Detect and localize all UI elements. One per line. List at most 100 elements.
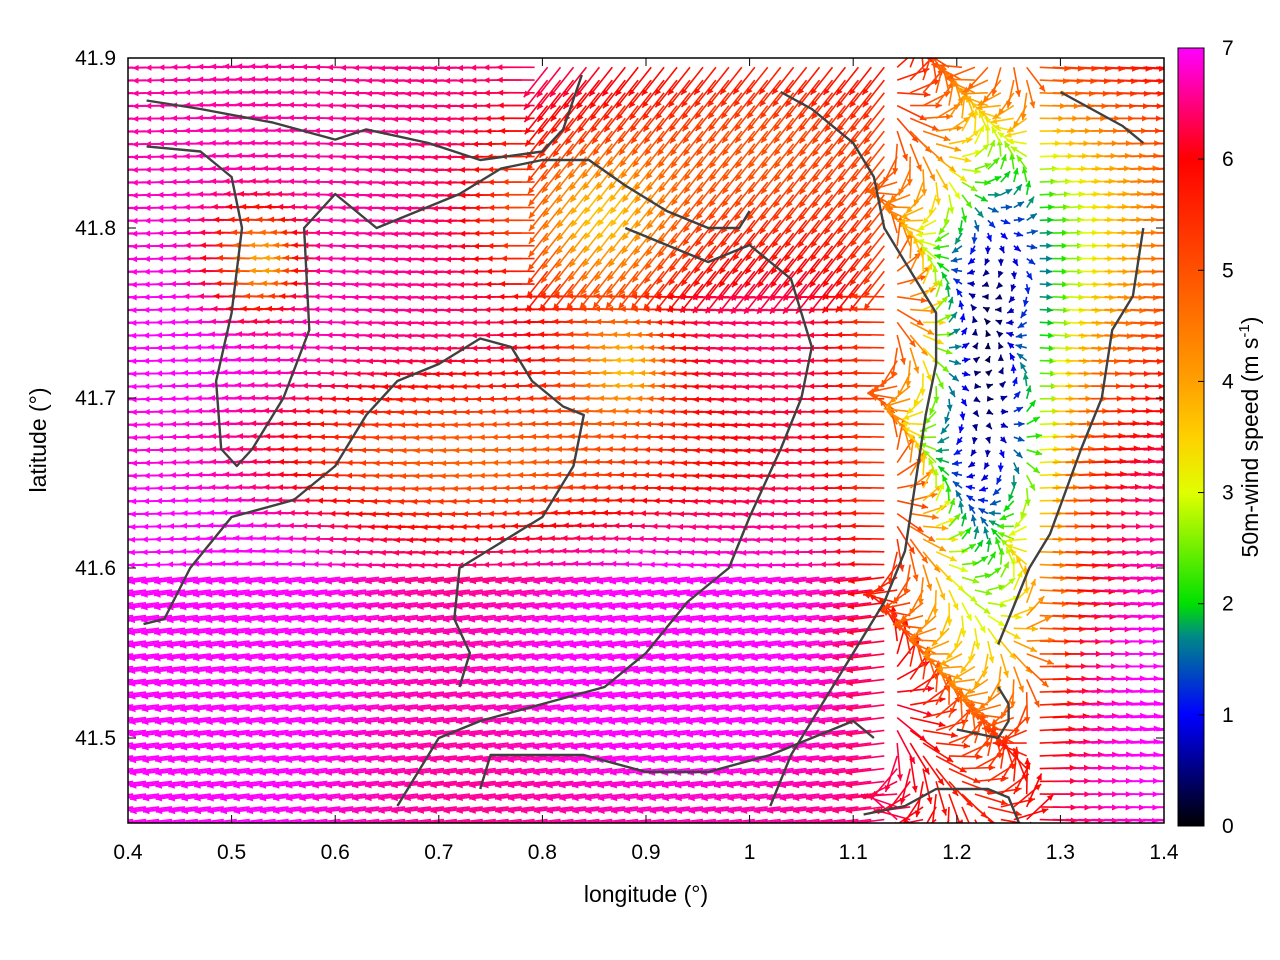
wind-arrow [298,640,341,649]
wind-arrow [271,576,315,585]
wind-arrow [142,767,186,776]
wind-arrow [128,576,147,581]
wind-arrow [192,653,237,662]
wind-arrow [128,742,160,748]
wind-arrow [179,614,224,624]
wind-arrow [193,716,237,726]
wind-arrow [231,627,276,636]
wind-arrow [128,640,147,645]
wind-arrow [129,767,173,776]
y-tick-label: 41.5 [75,727,116,750]
wind-arrow [299,780,341,789]
wind-arrow [128,589,147,594]
wind-arrow [142,793,186,802]
wind-arrow [285,589,328,598]
wind-arrow [153,589,198,598]
wind-arrow [128,704,134,707]
wind-arrow [205,691,250,700]
wind-arrow [205,653,250,662]
wind-arrow [128,716,147,721]
wind-arrow [206,767,250,776]
wind-arrow [244,614,289,624]
wind-arrow [207,806,250,815]
wind-arrow [180,755,224,764]
wind-arrow [193,755,237,764]
wind-arrow [246,793,289,802]
x-tick-label: 0.8 [528,841,557,864]
wind-arrow [128,474,134,477]
wind-arrow [311,653,354,662]
wind-arrow [324,665,367,674]
wind-arrow [166,627,211,636]
wind-arrow [298,602,341,611]
wind-arrow [205,576,250,585]
wind-arrow [220,780,263,789]
wind-arrow [168,780,211,789]
wind-arrow [298,589,341,598]
wind-arrow [153,627,198,636]
wind-arrow [233,767,276,776]
y-tick-label: 41.6 [75,557,116,580]
wind-arrow [325,576,367,585]
wind-arrow [128,678,160,684]
wind-arrow [272,806,315,815]
wind-arrow [286,806,328,815]
wind-arrow [271,602,315,611]
wind-arrow [179,589,224,598]
wind-arrow [245,589,289,598]
wind-arrow [258,640,302,649]
colorbar-label: 50m-wind speed (m s-1) [1236,317,1263,558]
wind-arrow [219,691,263,700]
wind-arrow [298,653,341,662]
wind-arrow [154,665,198,675]
wind-arrow [259,767,302,776]
wind-arrow [258,653,302,662]
wind-arrow [246,767,289,776]
wind-arrow [128,614,147,619]
wind-arrow [166,665,211,675]
wind-arrow [128,691,134,694]
wind-arrow [128,321,134,324]
wind-arrow [205,627,250,636]
wind-arrow [258,678,302,687]
wind-arrow [298,665,341,674]
wind-arrow [181,806,224,815]
wind-arrow [181,793,224,802]
wind-arrow [311,614,354,623]
wind-arrow [166,576,211,585]
wind-arrow [284,653,328,662]
wind-arrow [232,704,276,713]
wind-arrow [311,729,354,738]
wind-arrow [128,130,134,133]
colorbar-tick-label: 3 [1222,482,1234,505]
wind-arrow [205,640,250,649]
wind-arrow [298,704,341,713]
wind-arrow [325,806,367,814]
wind-arrow [128,716,160,723]
wind-arrow [128,627,173,636]
wind-arrow [128,691,173,700]
wind-arrow [258,729,302,738]
wind-arrow [232,742,276,751]
wind-arrow [128,449,134,451]
wind-arrow [154,742,198,751]
wind-arrow [312,767,354,776]
wind-arrow [154,729,198,738]
wind-arrow [180,691,224,700]
wind-arrow [128,576,160,582]
wind-arrow [258,691,302,700]
wind-arrow [231,640,276,649]
wind-arrow [193,704,237,713]
wind-arrow [154,691,198,700]
wind-arrow [142,755,186,764]
x-tick-label: 1.4 [1149,841,1179,864]
wind-arrow [128,347,134,349]
wind-arrow [128,665,147,670]
wind-arrow [324,691,367,700]
wind-arrow [259,806,302,815]
colorbar-label-end: ) [1237,317,1263,325]
wind-arrow [128,742,147,747]
wind-arrow [128,589,134,592]
wind-arrow [129,716,173,725]
wind-arrow [285,704,328,713]
